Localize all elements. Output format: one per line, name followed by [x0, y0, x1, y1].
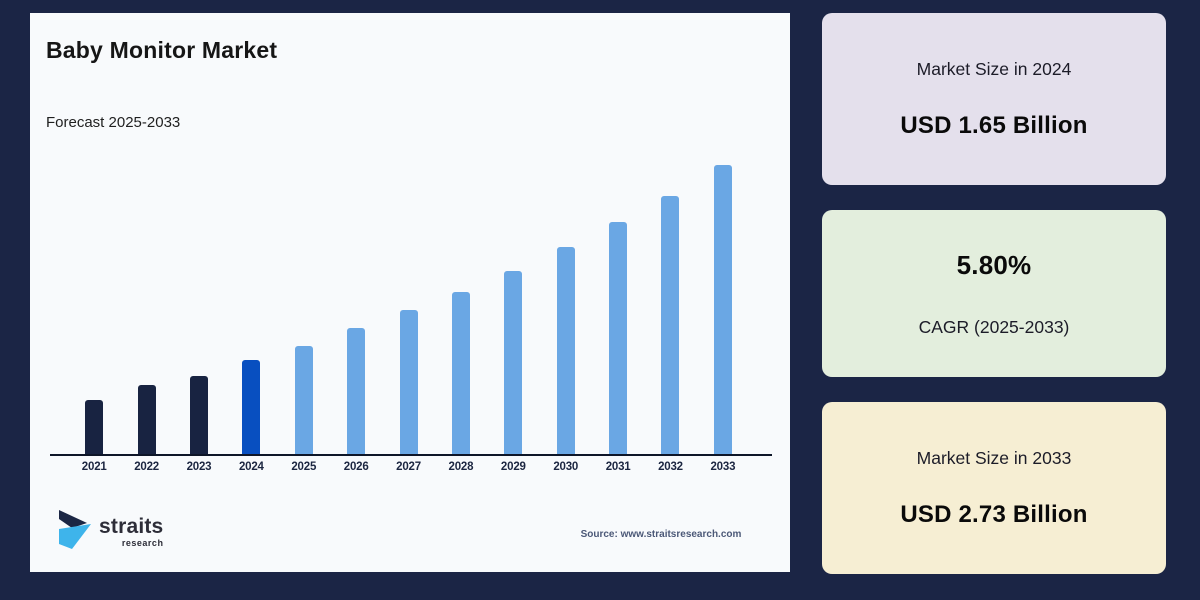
logo-sub-text: research — [121, 538, 164, 548]
x-axis-labels: 2021 2022 2023 2024 2025 2026 2027 2028 2029 2030… — [68, 461, 749, 473]
page-title: Baby Monitor Market — [46, 37, 278, 63]
market-size-2033-card: Market Size in 2033 USD 2.73 Billion — [822, 402, 1166, 574]
forecast-subtitle: Forecast 2025-2033 — [46, 114, 181, 131]
year-label-2029: 2029 — [500, 461, 526, 473]
bar-cell-2022 — [120, 13, 172, 454]
cagr-label: CAGR (2025-2033) — [918, 316, 1070, 337]
year-label-2032: 2032 — [658, 461, 683, 473]
year-label-2026: 2026 — [343, 461, 369, 473]
market-size-2033-value: USD 2.73 Billion — [900, 500, 1088, 528]
bar-2025 — [294, 346, 313, 454]
year-label-2028: 2028 — [448, 461, 474, 473]
market-size-2024-label: Market Size in 2024 — [916, 58, 1072, 79]
bar-cell-2032 — [644, 13, 696, 454]
source-attribution: Source: www.straitsresearch.com — [580, 529, 742, 540]
bar-cell-2026 — [330, 13, 382, 454]
year-label-2021: 2021 — [81, 461, 107, 473]
chart-panel: Baby Monitor Market Forecast 2025-2033 2… — [30, 13, 790, 572]
year-label-2027: 2027 — [396, 461, 421, 473]
stat-cards-column: Market Size in 2024 USD 1.65 Billion 5.8… — [822, 0, 1166, 600]
bar-2023 — [189, 376, 208, 454]
bar-cell-2021 — [68, 13, 120, 454]
bar-2033 — [713, 165, 732, 454]
bar-2024 — [242, 360, 261, 454]
logo-wordmark: straits research — [99, 515, 164, 548]
bar-chart — [68, 13, 749, 454]
logo-brand-text: straits — [99, 515, 164, 538]
bar-2030 — [556, 247, 575, 454]
bar-cell-2025 — [278, 13, 330, 454]
year-label-2023: 2023 — [186, 461, 212, 473]
x-axis-line — [50, 454, 772, 456]
bar-cell-2033 — [697, 13, 749, 454]
bar-cell-2031 — [592, 13, 644, 454]
year-label-2024: 2024 — [238, 461, 264, 473]
market-size-2024-value: USD 1.65 Billion — [900, 111, 1088, 139]
bar-cell-2023 — [173, 13, 225, 454]
bar-cell-2024 — [225, 13, 277, 454]
bar-2031 — [609, 222, 628, 454]
bar-2029 — [504, 271, 523, 454]
market-size-2024-card: Market Size in 2024 USD 1.65 Billion — [822, 13, 1166, 185]
year-label-2030: 2030 — [553, 461, 579, 473]
market-size-2033-label: Market Size in 2033 — [916, 447, 1072, 468]
year-label-2025: 2025 — [291, 461, 317, 473]
bar-cell-2030 — [540, 13, 592, 454]
bar-2022 — [137, 385, 156, 454]
year-label-2022: 2022 — [134, 461, 159, 473]
straits-research-logo: straits research — [57, 507, 163, 551]
cagr-value: 5.80% — [956, 249, 1032, 280]
straits-logo-icon — [59, 510, 91, 549]
bar-2027 — [399, 310, 418, 454]
bar-cell-2029 — [487, 13, 539, 454]
bar-2032 — [661, 196, 680, 454]
cagr-card: 5.80% CAGR (2025-2033) — [822, 210, 1166, 377]
bar-cell-2027 — [382, 13, 434, 454]
bar-cell-2028 — [435, 13, 487, 454]
year-label-2033: 2033 — [710, 461, 736, 473]
year-label-2031: 2031 — [605, 461, 631, 473]
bar-2026 — [347, 328, 366, 454]
bar-2021 — [85, 400, 104, 454]
bar-2028 — [451, 292, 470, 454]
